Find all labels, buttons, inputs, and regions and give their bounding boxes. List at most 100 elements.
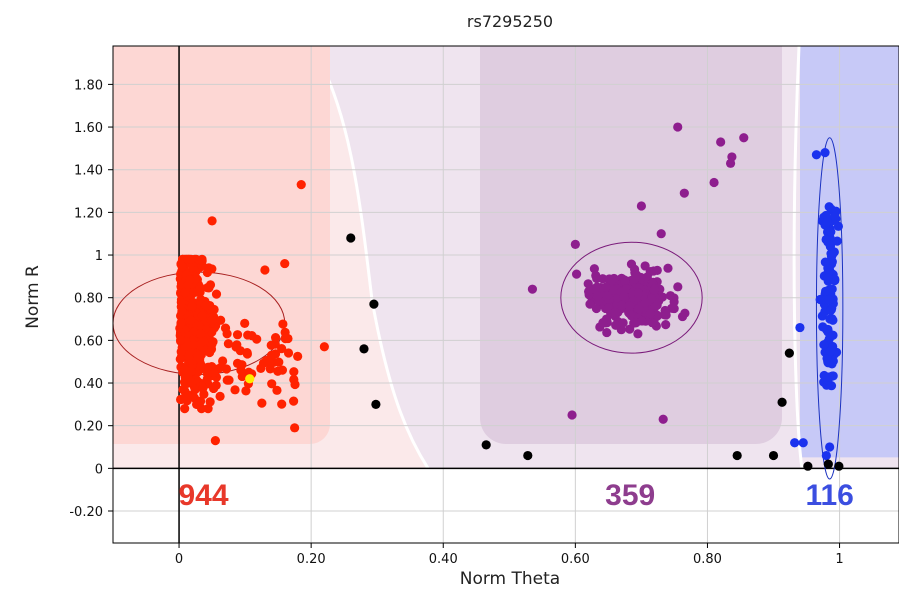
point-aa — [223, 339, 234, 349]
point-bb — [821, 286, 831, 296]
x-tick-label: 0.80 — [693, 552, 722, 567]
plot-lower-background — [113, 468, 899, 543]
point-ab — [567, 410, 577, 420]
point-ab — [739, 133, 749, 143]
point-aa — [177, 394, 187, 404]
point-ab — [669, 303, 679, 314]
point-aa — [202, 369, 213, 379]
point-aa — [216, 315, 226, 325]
region-boundary-line — [310, 46, 430, 470]
point-ab — [637, 316, 647, 326]
point-aa — [177, 261, 187, 272]
point-bb — [825, 240, 835, 251]
x-tick-label: 1 — [835, 552, 843, 567]
point-aa — [293, 351, 303, 361]
point-aa — [207, 216, 217, 226]
point-nocall — [777, 397, 787, 407]
point-ab — [527, 284, 538, 294]
y-tick-label: 1.40 — [74, 164, 103, 179]
point-bb — [798, 438, 808, 448]
point-aa — [289, 396, 299, 406]
point-bb — [828, 330, 838, 340]
point-ab — [661, 310, 671, 320]
x-tick-label: 0.20 — [297, 552, 326, 567]
point-aa — [289, 367, 299, 377]
point-ab — [591, 270, 601, 281]
point-nocall — [359, 344, 369, 354]
point-aa — [215, 391, 225, 401]
point-nocall — [834, 461, 844, 471]
y-tick-label: 0 — [95, 462, 103, 477]
point-ab — [571, 269, 582, 279]
point-bb — [822, 217, 832, 227]
point-bb — [827, 249, 838, 259]
point-aa — [198, 336, 208, 346]
point-ab — [607, 275, 617, 285]
point-bb — [826, 227, 836, 237]
point-ab — [633, 329, 643, 339]
point-aa — [176, 318, 186, 328]
cluster-count-aa: 944 — [178, 479, 228, 512]
point-aa — [211, 380, 221, 391]
point-aa — [208, 337, 218, 347]
point-ab — [716, 137, 726, 147]
point-bb — [824, 372, 834, 382]
point-aa — [205, 347, 215, 358]
y-tick-label: 1.20 — [74, 206, 103, 221]
point-aa — [252, 334, 262, 344]
x-tick-label: 0.60 — [561, 552, 590, 567]
point-aa — [231, 342, 241, 352]
point-bb — [818, 322, 828, 332]
point-ab — [601, 282, 611, 292]
point-aa — [202, 267, 212, 278]
point-aa — [277, 399, 287, 409]
point-aa — [230, 385, 240, 395]
point-ab — [585, 299, 595, 309]
point-ab — [609, 285, 619, 295]
point-nocall — [371, 399, 381, 409]
point-aa — [205, 397, 215, 407]
x-tick-label: 0 — [175, 552, 183, 567]
region-bb — [800, 46, 899, 458]
point-aa — [207, 315, 217, 326]
point-ab — [663, 263, 673, 273]
point-aa — [187, 377, 197, 387]
point-ab — [636, 201, 647, 211]
point-aa — [196, 329, 206, 339]
point-nocall — [768, 450, 779, 461]
point-aa — [188, 340, 199, 350]
point-aa — [236, 365, 246, 375]
point-nocall — [346, 233, 356, 243]
point-aa — [242, 348, 252, 358]
point-aa — [187, 301, 197, 311]
point-aa — [197, 256, 207, 266]
point-ab — [633, 288, 643, 298]
point-bb — [819, 340, 829, 350]
point-aa — [201, 300, 211, 311]
point-aa — [177, 306, 187, 316]
point-ab — [679, 188, 689, 198]
point-ab — [619, 291, 629, 301]
point-aa — [198, 383, 208, 393]
point-ab — [661, 320, 671, 330]
point-ab — [570, 239, 580, 249]
point-aa — [180, 365, 190, 375]
point-ab — [618, 318, 628, 328]
point-aa — [185, 275, 195, 285]
cluster-ellipse-ab — [560, 241, 703, 354]
point-nocall — [784, 348, 794, 358]
point-aa — [257, 398, 267, 408]
point-ab — [583, 279, 593, 289]
point-ab — [640, 297, 650, 308]
point-ab — [665, 291, 676, 301]
point-aa — [203, 362, 213, 372]
y-axis-label: Norm R — [23, 265, 43, 329]
point-aa — [190, 385, 200, 395]
point-bb — [824, 295, 834, 305]
point-ab — [584, 286, 594, 297]
point-bb — [811, 150, 822, 160]
point-aa — [267, 379, 277, 389]
point-aa — [204, 283, 214, 293]
point-ab — [649, 266, 659, 276]
point-aa — [220, 323, 231, 333]
